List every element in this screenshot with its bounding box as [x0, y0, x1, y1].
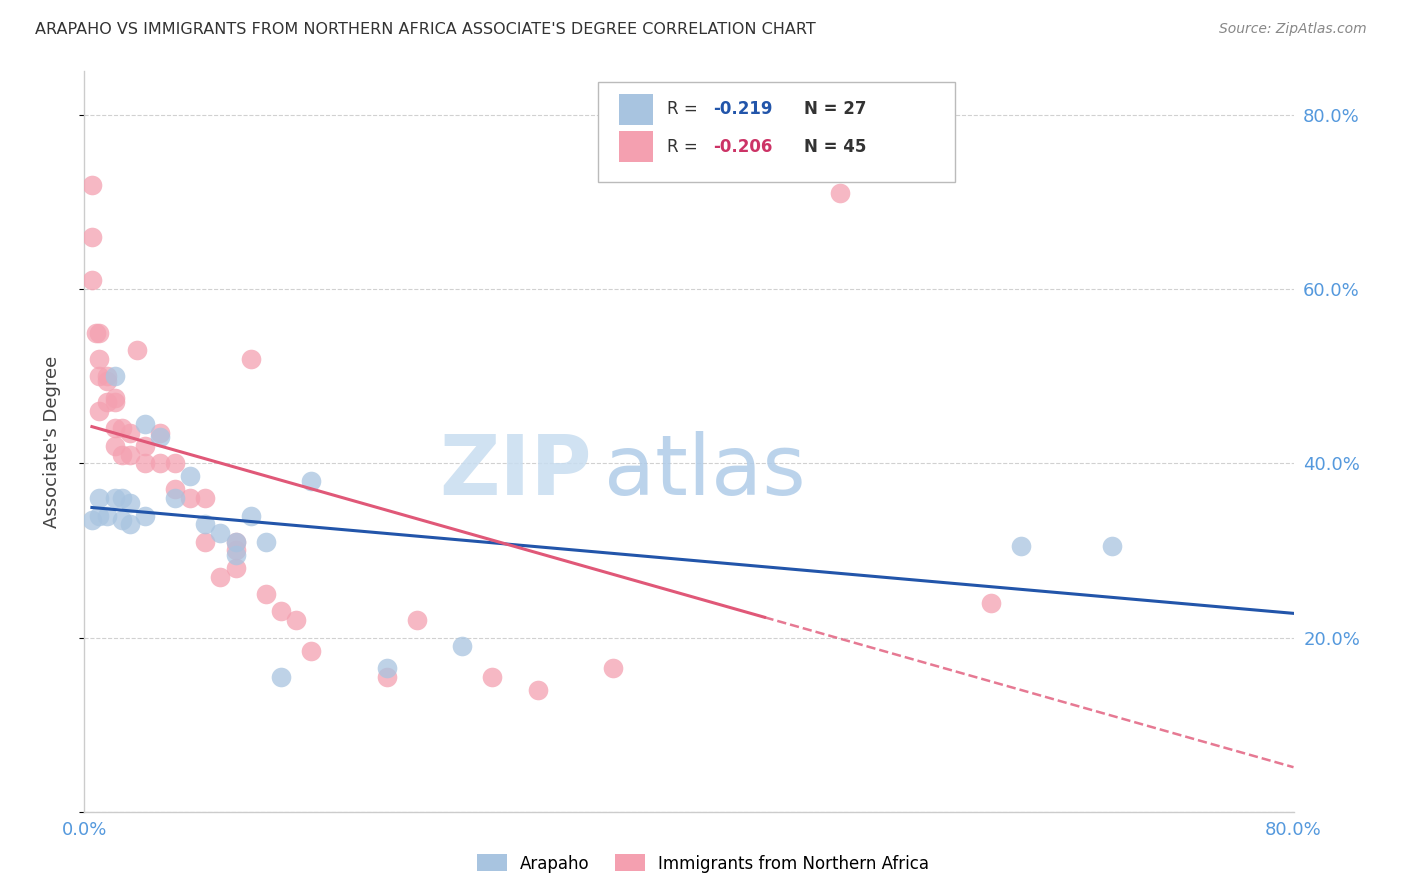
Point — [179, 491, 201, 505]
Text: -0.219: -0.219 — [713, 100, 773, 118]
Point — [134, 508, 156, 523]
Point — [239, 508, 262, 523]
Text: ZIP: ZIP — [440, 431, 592, 512]
Point — [194, 534, 217, 549]
Text: -0.206: -0.206 — [713, 138, 772, 156]
Text: ARAPAHO VS IMMIGRANTS FROM NORTHERN AFRICA ASSOCIATE'S DEGREE CORRELATION CHART: ARAPAHO VS IMMIGRANTS FROM NORTHERN AFRI… — [35, 22, 815, 37]
Point — [1011, 539, 1033, 553]
Point — [527, 682, 550, 697]
Point — [254, 534, 277, 549]
Point — [104, 491, 127, 505]
Point — [451, 639, 474, 653]
Point — [80, 178, 103, 192]
Point — [80, 230, 103, 244]
Point — [165, 456, 187, 470]
Text: N = 27: N = 27 — [804, 100, 866, 118]
Point — [209, 526, 232, 541]
Point — [225, 534, 247, 549]
Point — [1101, 539, 1123, 553]
Point — [118, 425, 141, 440]
Text: Source: ZipAtlas.com: Source: ZipAtlas.com — [1219, 22, 1367, 37]
Point — [134, 456, 156, 470]
Point — [149, 456, 172, 470]
Point — [80, 273, 103, 287]
Point — [111, 491, 134, 505]
Point — [270, 604, 292, 618]
Point — [239, 351, 262, 366]
Point — [96, 374, 118, 388]
Point — [225, 561, 247, 575]
FancyBboxPatch shape — [599, 82, 955, 183]
Point — [165, 483, 187, 497]
Point — [980, 596, 1002, 610]
Point — [104, 391, 127, 405]
Point — [481, 670, 503, 684]
Point — [225, 548, 247, 562]
Point — [375, 670, 398, 684]
Point — [96, 508, 118, 523]
Point — [285, 613, 308, 627]
Point — [127, 343, 149, 357]
Point — [89, 351, 111, 366]
Point — [89, 404, 111, 418]
Point — [104, 395, 127, 409]
Bar — [619, 131, 652, 162]
Point — [89, 508, 111, 523]
Point — [111, 448, 134, 462]
Text: R =: R = — [668, 100, 703, 118]
Point — [134, 439, 156, 453]
Point — [254, 587, 277, 601]
Point — [830, 186, 852, 201]
Point — [96, 369, 118, 384]
Point — [194, 517, 217, 532]
Point — [104, 369, 127, 384]
Point — [602, 661, 624, 675]
Point — [165, 491, 187, 505]
Bar — [619, 94, 652, 125]
Point — [209, 569, 232, 583]
Point — [104, 421, 127, 435]
Point — [179, 469, 201, 483]
Point — [118, 495, 141, 509]
Point — [406, 613, 429, 627]
Point — [89, 369, 111, 384]
Point — [89, 326, 111, 340]
Text: atlas: atlas — [605, 431, 806, 512]
Point — [89, 491, 111, 505]
Point — [225, 543, 247, 558]
Point — [134, 417, 156, 431]
Point — [149, 425, 172, 440]
Point — [270, 670, 292, 684]
Point — [80, 513, 103, 527]
Point — [96, 395, 118, 409]
Point — [375, 661, 398, 675]
Point — [86, 326, 108, 340]
Point — [299, 474, 322, 488]
Point — [118, 517, 141, 532]
Point — [149, 430, 172, 444]
Text: N = 45: N = 45 — [804, 138, 866, 156]
Point — [299, 643, 322, 657]
Text: R =: R = — [668, 138, 703, 156]
Point — [104, 439, 127, 453]
Point — [118, 448, 141, 462]
Y-axis label: Associate's Degree: Associate's Degree — [42, 355, 60, 528]
Point — [111, 421, 134, 435]
Legend: Arapaho, Immigrants from Northern Africa: Arapaho, Immigrants from Northern Africa — [470, 847, 936, 880]
Point — [194, 491, 217, 505]
Point — [225, 534, 247, 549]
Point — [111, 513, 134, 527]
